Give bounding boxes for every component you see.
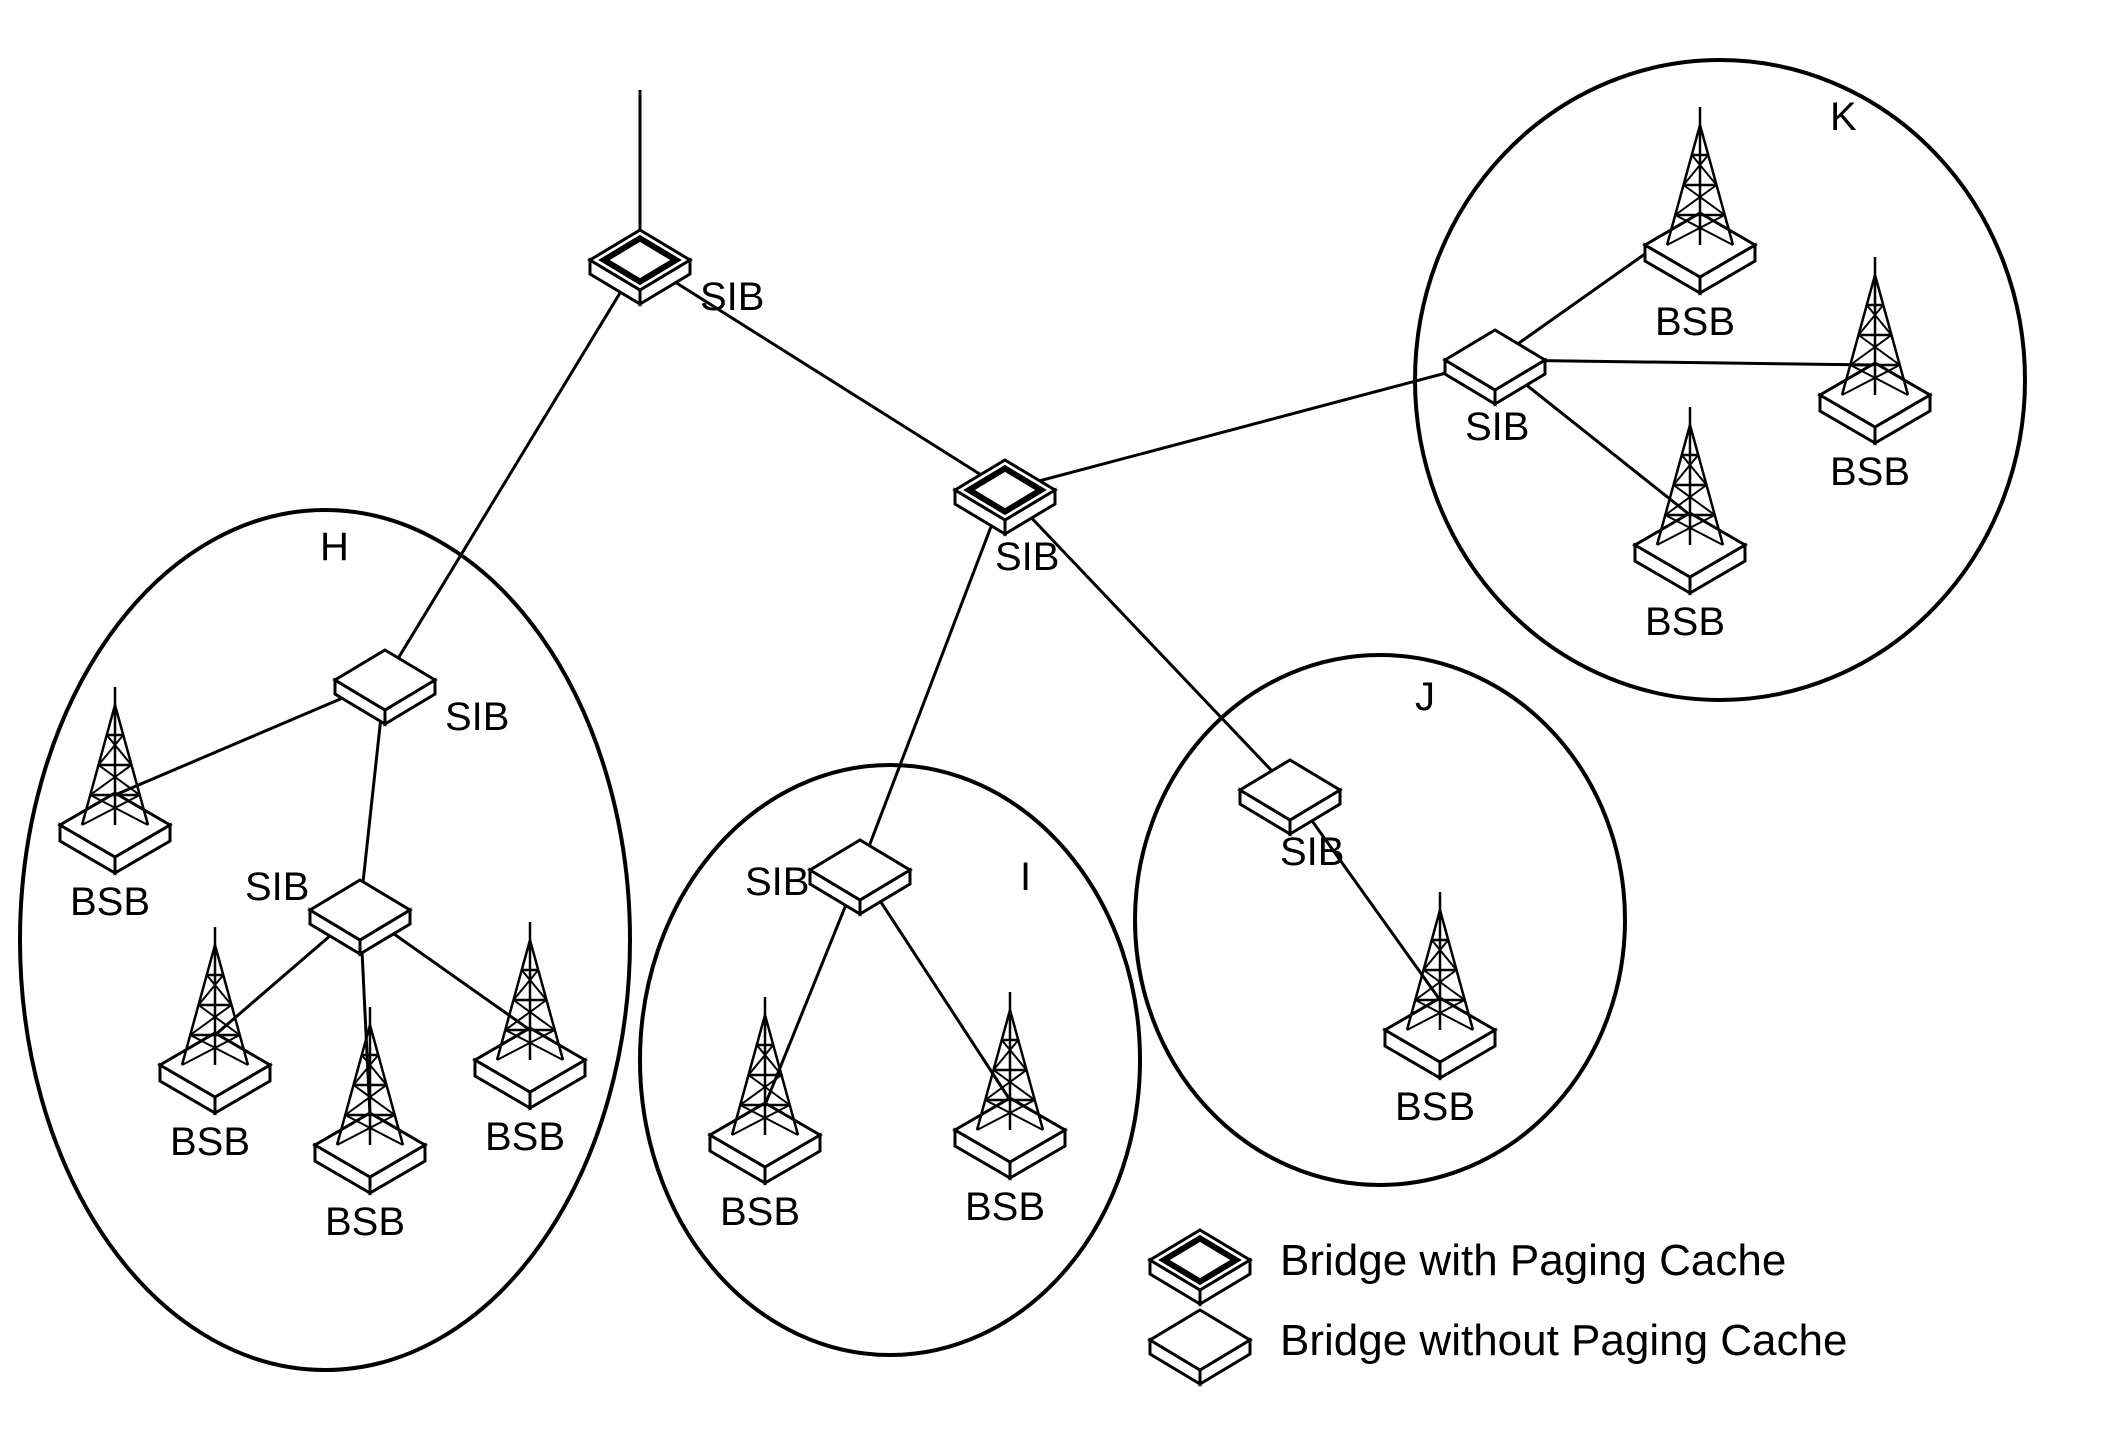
edge <box>1495 360 1875 365</box>
legend-layer: Bridge with Paging Cache Bridge without P… <box>1150 1230 1847 1384</box>
bridge-center <box>955 460 1055 534</box>
tower-label-h_bsb2: BSB <box>170 1120 250 1164</box>
tower-label-k_bsb1: BSB <box>1655 300 1735 344</box>
bridge-label-i1: SIB <box>745 860 809 904</box>
tower-label-h_bsb4: BSB <box>485 1115 565 1159</box>
nodes-layer <box>60 107 1930 1193</box>
network-diagram: H I J K SIB SIB SIB SIB SIB SIB SIB BSB BSB BSB BSB BSB… <box>0 0 2113 1431</box>
tower-h_bsb3 <box>315 1007 425 1193</box>
area-label-i: I <box>1020 855 1031 899</box>
tower-label-h_bsb1: BSB <box>70 880 150 924</box>
tower-i_bsb2 <box>955 992 1065 1178</box>
tower-label-k_bsb2: BSB <box>1830 450 1910 494</box>
tower-label-j_bsb1: BSB <box>1395 1085 1475 1129</box>
tower-k_bsb3 <box>1635 407 1745 593</box>
legend-icon-nocache <box>1150 1310 1250 1384</box>
bridge-label-h1: SIB <box>445 695 509 739</box>
tower-h_bsb4 <box>475 922 585 1108</box>
legend-label-cache: Bridge with Paging Cache <box>1280 1236 1786 1285</box>
bridge-j1 <box>1240 760 1340 834</box>
tower-k_bsb2 <box>1820 257 1930 443</box>
legend-icon-cache <box>1150 1230 1250 1304</box>
legend-label-nocache: Bridge without Paging Cache <box>1280 1316 1847 1365</box>
area-ellipse-j <box>1135 655 1625 1185</box>
edge <box>860 870 1010 1100</box>
area-label-h: H <box>320 525 349 569</box>
bridge-label-h2: SIB <box>245 865 309 909</box>
bridge-h1 <box>335 650 435 724</box>
tower-i_bsb1 <box>710 997 820 1183</box>
tower-label-i_bsb1: BSB <box>720 1190 800 1234</box>
bridge-k1 <box>1445 330 1545 404</box>
tower-label-i_bsb2: BSB <box>965 1185 1045 1229</box>
edge <box>385 260 640 680</box>
bridge-i1 <box>810 840 910 914</box>
tower-label-h_bsb3: BSB <box>325 1200 405 1244</box>
edge <box>1005 360 1495 490</box>
area-label-j: J <box>1415 675 1435 719</box>
area-label-k: K <box>1830 95 1857 139</box>
tower-j_bsb1 <box>1385 892 1495 1078</box>
edge <box>640 260 1005 490</box>
bridge-label-j1: SIB <box>1280 830 1344 874</box>
bridge-label-center: SIB <box>995 535 1059 579</box>
bridge-root <box>590 230 690 304</box>
edge <box>860 490 1005 870</box>
tower-h_bsb2 <box>160 927 270 1113</box>
bridge-label-root: SIB <box>700 275 764 319</box>
edges-layer <box>115 90 1875 1115</box>
area-ellipse-i <box>640 765 1140 1355</box>
tower-k_bsb1 <box>1645 107 1755 293</box>
bridge-label-k1: SIB <box>1465 405 1529 449</box>
bridge-h2 <box>310 880 410 954</box>
tower-label-k_bsb3: BSB <box>1645 600 1725 644</box>
